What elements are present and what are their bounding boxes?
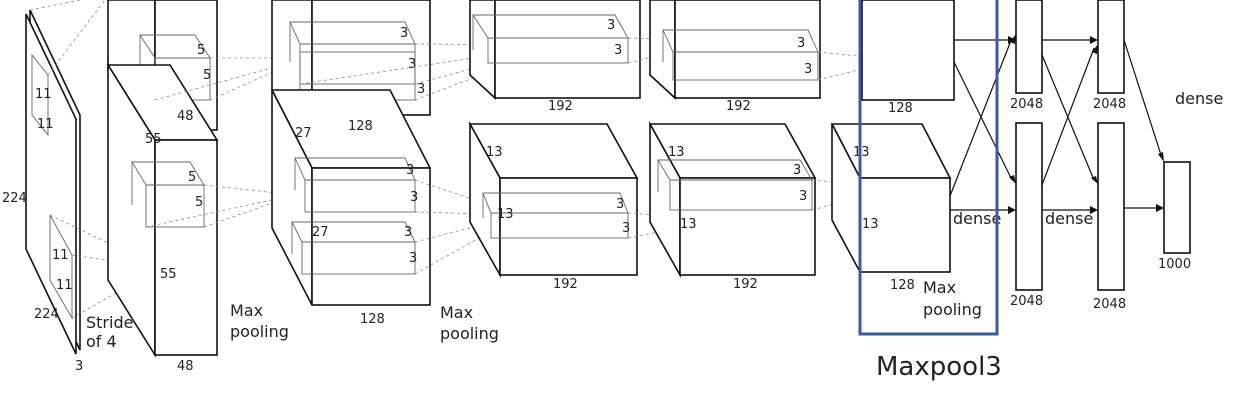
input-volume xyxy=(25,9,81,355)
conv4-bottom xyxy=(648,120,817,279)
conv2-bottom xyxy=(270,89,432,306)
conv3-spatial: 13 xyxy=(486,145,503,160)
pool2-line2: pooling xyxy=(440,324,499,343)
conv2-k6: 3 xyxy=(404,225,412,240)
conv4-depth-bottom: 192 xyxy=(733,277,758,292)
fc1-top xyxy=(1015,0,1043,94)
maxpool3-highlight-box xyxy=(858,0,999,336)
conv5-depth-top: 128 xyxy=(888,101,913,116)
conv4-k1: 3 xyxy=(797,36,805,51)
conv3-spatial-inner: 13 xyxy=(497,207,514,222)
fc1-bottom-label: 2048 xyxy=(1010,294,1043,309)
conv2-depth-top: 128 xyxy=(348,119,373,134)
conv3-bottom xyxy=(468,120,639,279)
conv1-bottom xyxy=(106,62,219,358)
conv5-top xyxy=(861,0,955,101)
conv1-spatial-top: 55 xyxy=(145,132,162,147)
conv2-spatial: 27 xyxy=(295,126,312,141)
conv1-kernel-bot-b: 5 xyxy=(195,195,203,210)
pool1-line2: pooling xyxy=(230,322,289,341)
fc2-top-label: 2048 xyxy=(1093,97,1126,112)
conv4-top xyxy=(649,0,821,100)
conv5-depth-bottom: 128 xyxy=(890,278,915,293)
input-kernel-bottom-b: 11 xyxy=(56,278,73,293)
conv3-k2: 3 xyxy=(614,43,622,58)
conv3-depth-top: 192 xyxy=(548,99,573,114)
conv3-k4: 3 xyxy=(622,221,630,236)
input-channels: 3 xyxy=(75,359,83,374)
conv1-spatial-mid: 55 xyxy=(160,267,177,282)
pool3-line1: Max xyxy=(923,278,956,297)
conv3-k1: 3 xyxy=(607,18,615,33)
conv4-k3: 3 xyxy=(793,163,801,178)
conv1-kernel-top-b: 5 xyxy=(203,68,211,83)
conv4-spatial: 13 xyxy=(668,145,685,160)
fc-output-label: 1000 xyxy=(1158,257,1191,272)
highlight-caption: Maxpool3 xyxy=(876,352,1002,382)
conv2-k7: 3 xyxy=(409,251,417,266)
conv2-k1: 3 xyxy=(400,26,408,41)
conv4-depth-top: 192 xyxy=(726,99,751,114)
conv2-spatial-inner: 27 xyxy=(312,225,329,240)
fc2-bottom xyxy=(1097,122,1125,291)
conv1-depth-bottom: 48 xyxy=(177,359,194,374)
dense-label-b: dense xyxy=(1045,209,1093,228)
dense-label-c: dense xyxy=(1175,89,1223,108)
conv5-spatial-inner: 13 xyxy=(862,217,879,232)
conv2-k3: 3 xyxy=(417,82,425,97)
fc1-top-label: 2048 xyxy=(1010,97,1043,112)
dense-label-a: dense xyxy=(953,209,1001,228)
conv2-k2: 3 xyxy=(408,57,416,72)
input-kernel-bottom-a: 11 xyxy=(52,248,69,263)
input-size-side: 224 xyxy=(2,191,27,206)
conv2-k5: 3 xyxy=(410,190,418,205)
conv5-bottom xyxy=(830,123,952,273)
conv3-depth-bottom: 192 xyxy=(553,277,578,292)
pool2-line1: Max xyxy=(440,303,473,322)
conv2-depth-bottom: 128 xyxy=(360,312,385,327)
conv4-spatial-inner: 13 xyxy=(680,217,697,232)
dense-arrows xyxy=(949,34,1164,214)
pool3-line2: pooling xyxy=(923,300,982,319)
fc2-bottom-label: 2048 xyxy=(1093,297,1126,312)
conv3-k3: 3 xyxy=(616,197,624,212)
fc2-top xyxy=(1097,0,1125,94)
fc1-bottom xyxy=(1015,122,1043,291)
conv3-top xyxy=(469,0,641,100)
input-kernel-top-b: 11 xyxy=(37,117,54,132)
conv2-k4: 3 xyxy=(406,163,414,178)
conv4-k4: 3 xyxy=(799,189,807,204)
conv4-k2: 3 xyxy=(804,62,812,77)
conv1-kernel-top-a: 5 xyxy=(197,43,205,58)
stride-line2: of 4 xyxy=(86,332,117,351)
conv1-kernel-bot-a: 5 xyxy=(188,170,196,185)
input-kernel-top-a: 11 xyxy=(35,87,52,102)
pool1-line1: Max xyxy=(230,301,263,320)
conv1-depth-top: 48 xyxy=(177,109,194,124)
stride-line1: Stride xyxy=(86,313,133,332)
fc-output xyxy=(1163,161,1191,254)
input-size-bottom: 224 xyxy=(34,307,59,322)
